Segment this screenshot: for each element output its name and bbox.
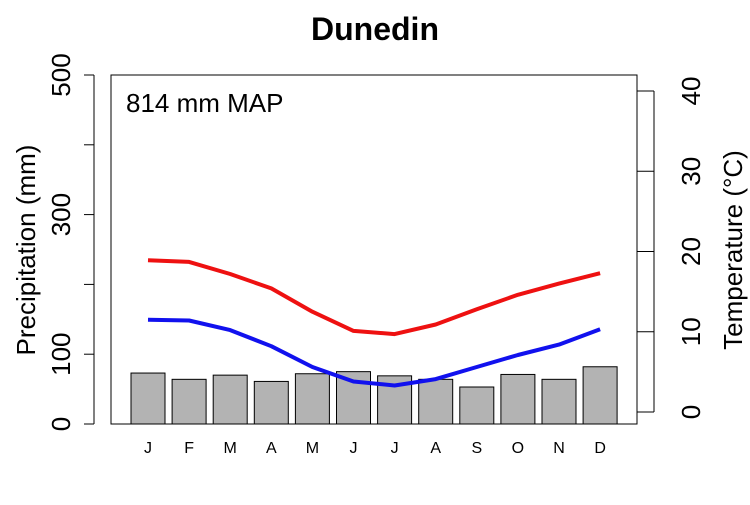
left-axis-tick-label: 0 <box>46 417 76 431</box>
precipitation-bars <box>130 366 618 425</box>
y-axis-label-left: Precipitation (mm) <box>11 145 41 356</box>
month-label: S <box>471 440 482 457</box>
month-label: M <box>224 440 237 457</box>
left-axis-tick-label: 500 <box>46 53 76 96</box>
precipitation-bar <box>294 373 330 425</box>
precipitation-bar <box>253 380 289 425</box>
precipitation-bar <box>500 373 536 425</box>
month-label: N <box>553 440 565 457</box>
left-axis-tick-label: 100 <box>46 333 76 376</box>
map-annotation: 814 mm MAP <box>126 88 284 118</box>
temperature-lines <box>147 258 601 388</box>
month-label: J <box>391 440 399 457</box>
chart-title: Dunedin <box>311 11 439 47</box>
temperature-line-max <box>147 258 601 337</box>
right-axis-tick-label: 10 <box>676 317 706 346</box>
right-axis-tick-label: 0 <box>676 405 706 419</box>
right-axis-tick-label: 40 <box>676 77 706 106</box>
precipitation-bar <box>212 374 248 425</box>
month-label: O <box>512 440 524 457</box>
precipitation-bar <box>418 378 454 425</box>
precipitation-bar <box>582 366 618 425</box>
month-label: A <box>266 440 277 457</box>
y-axis-label-right: Temperature (°C) <box>718 150 748 350</box>
precipitation-bar <box>541 378 577 425</box>
precipitation-bar <box>336 371 371 425</box>
precipitation-bar <box>459 386 495 425</box>
precipitation-bar <box>130 372 166 425</box>
left-axis-tick-label: 300 <box>46 193 76 236</box>
plot-frame <box>110 74 638 425</box>
right-axis: 0 10 20 30 40 <box>637 77 706 419</box>
temperature-line-min <box>147 317 601 388</box>
precipitation-bar <box>171 378 207 425</box>
month-label: J <box>144 440 152 457</box>
month-label: F <box>184 440 194 457</box>
month-label: A <box>430 440 441 457</box>
right-axis-tick-label: 30 <box>676 157 706 186</box>
right-axis-tick-label: 20 <box>676 237 706 266</box>
left-axis: 0 100 300 500 <box>46 53 95 431</box>
month-label: M <box>306 440 319 457</box>
month-label: J <box>350 440 358 457</box>
month-label: D <box>594 440 606 457</box>
